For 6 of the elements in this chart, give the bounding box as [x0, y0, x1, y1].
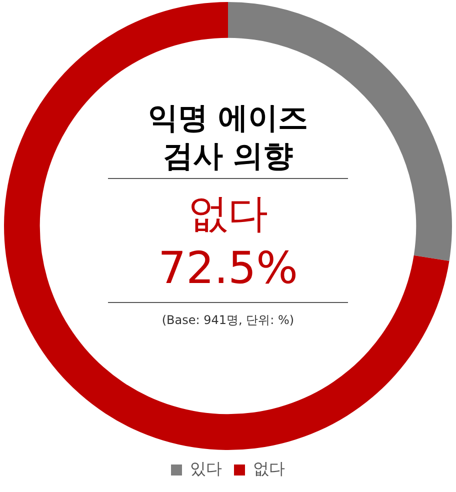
text: 없다: [187, 190, 269, 238]
text: 72.5%: [157, 243, 299, 295]
text: 익명 에이즈 검사 의향: [146, 100, 310, 176]
legend-label: 없다: [253, 459, 285, 478]
text: (Base: 941명, 단위: %): [160, 312, 296, 328]
legend-label: 있다: [190, 459, 222, 478]
